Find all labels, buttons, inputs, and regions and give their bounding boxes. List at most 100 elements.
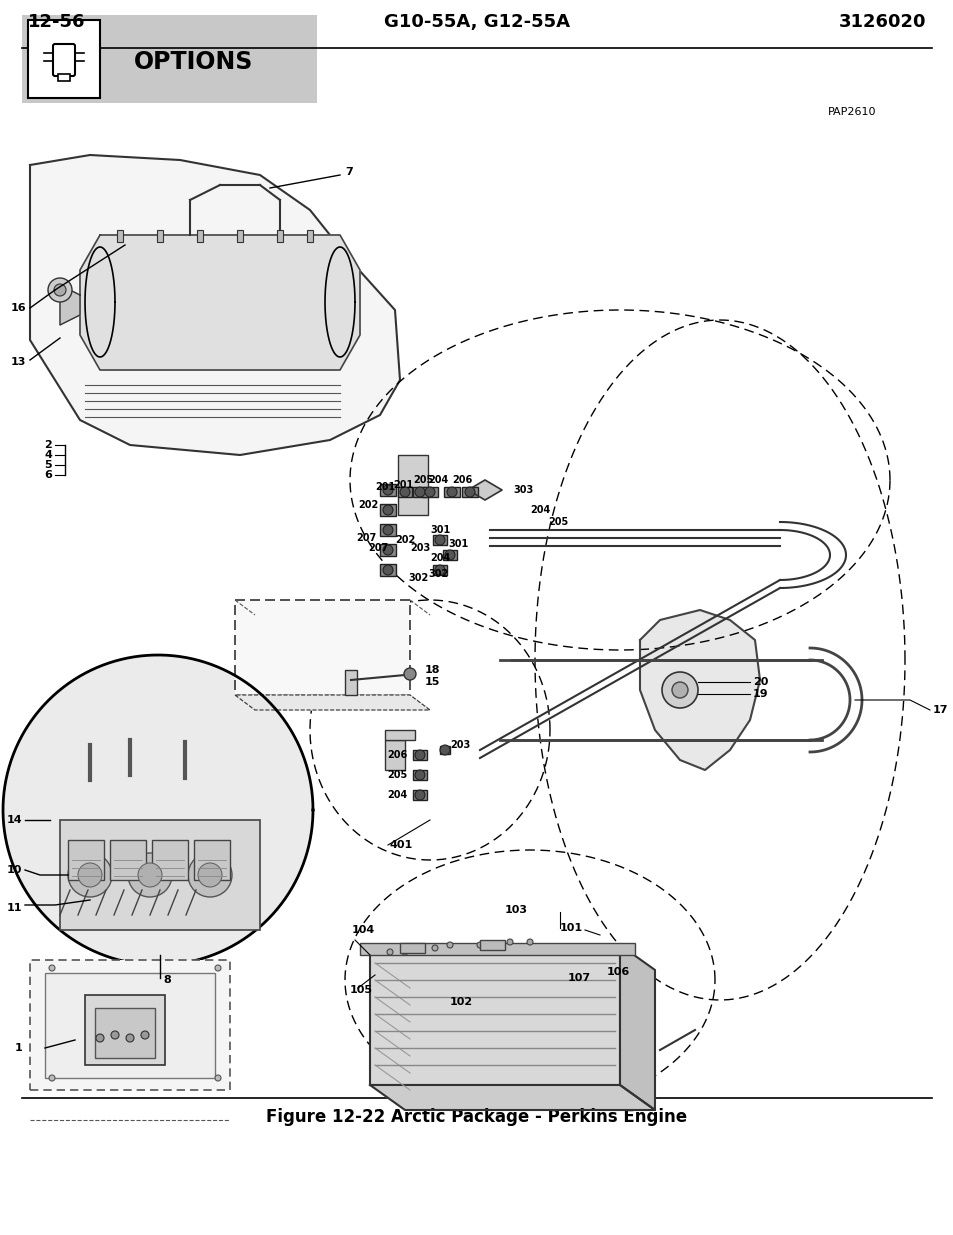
Polygon shape xyxy=(30,156,399,454)
Text: 303: 303 xyxy=(513,485,533,495)
Text: 203: 203 xyxy=(410,543,430,553)
Text: 204: 204 xyxy=(430,553,450,563)
Text: 101: 101 xyxy=(559,923,582,932)
Circle shape xyxy=(138,863,162,887)
Circle shape xyxy=(415,750,424,760)
Bar xyxy=(413,750,427,760)
Bar xyxy=(193,840,230,881)
Circle shape xyxy=(464,487,475,496)
Circle shape xyxy=(401,948,408,955)
Circle shape xyxy=(141,1031,149,1039)
Circle shape xyxy=(387,948,393,955)
Text: 15: 15 xyxy=(424,677,440,687)
Circle shape xyxy=(382,505,393,515)
Bar xyxy=(433,564,447,576)
Bar xyxy=(397,487,412,496)
Text: 201: 201 xyxy=(375,482,395,492)
Polygon shape xyxy=(80,235,359,370)
Circle shape xyxy=(447,942,453,948)
Circle shape xyxy=(198,863,222,887)
Circle shape xyxy=(415,487,424,496)
Bar xyxy=(442,550,456,559)
Bar xyxy=(397,454,428,515)
Text: 20: 20 xyxy=(752,677,767,687)
Text: 12-56: 12-56 xyxy=(28,14,86,31)
Circle shape xyxy=(49,965,55,971)
Bar xyxy=(95,1008,154,1058)
Circle shape xyxy=(415,769,424,781)
Bar xyxy=(28,20,100,98)
Bar xyxy=(385,730,415,740)
Text: 4: 4 xyxy=(44,450,52,459)
Bar xyxy=(68,840,104,881)
Circle shape xyxy=(48,278,71,303)
Circle shape xyxy=(3,655,313,965)
Text: OPTIONS: OPTIONS xyxy=(133,49,253,74)
Text: 204: 204 xyxy=(428,475,448,485)
Bar xyxy=(413,790,427,800)
Text: 207: 207 xyxy=(355,534,375,543)
Circle shape xyxy=(78,863,102,887)
Text: 204: 204 xyxy=(387,790,408,800)
Bar xyxy=(60,820,260,930)
Circle shape xyxy=(49,1074,55,1081)
Circle shape xyxy=(96,1034,104,1042)
Text: G10-55A, G12-55A: G10-55A, G12-55A xyxy=(384,14,569,31)
Text: 13: 13 xyxy=(10,357,26,367)
Text: 103: 103 xyxy=(504,905,527,915)
Circle shape xyxy=(661,672,698,708)
Bar xyxy=(413,487,427,496)
Text: 401: 401 xyxy=(390,840,413,850)
Bar xyxy=(58,74,70,82)
Circle shape xyxy=(214,965,221,971)
Circle shape xyxy=(128,853,172,897)
Bar xyxy=(461,487,477,496)
Circle shape xyxy=(382,564,393,576)
Text: 10: 10 xyxy=(7,864,22,876)
Bar xyxy=(443,487,459,496)
Circle shape xyxy=(435,535,444,545)
Bar xyxy=(359,944,635,955)
Text: 302: 302 xyxy=(408,573,428,583)
Circle shape xyxy=(435,564,444,576)
Text: 207: 207 xyxy=(368,543,388,553)
Text: 104: 104 xyxy=(352,925,375,935)
Circle shape xyxy=(432,945,437,951)
Circle shape xyxy=(399,487,410,496)
Bar xyxy=(110,840,146,881)
Bar xyxy=(385,740,405,769)
Text: 202: 202 xyxy=(357,500,377,510)
Circle shape xyxy=(68,853,112,897)
Text: 8: 8 xyxy=(163,974,171,986)
Text: 16: 16 xyxy=(10,303,26,312)
Bar xyxy=(379,484,395,496)
Text: 107: 107 xyxy=(567,973,591,983)
Polygon shape xyxy=(619,945,655,1110)
Text: 5: 5 xyxy=(45,459,52,471)
Bar xyxy=(276,230,283,242)
Polygon shape xyxy=(639,610,760,769)
Circle shape xyxy=(214,1074,221,1081)
Bar xyxy=(379,543,395,556)
Bar xyxy=(234,600,410,695)
Text: 301: 301 xyxy=(448,538,468,550)
Text: 205: 205 xyxy=(387,769,408,781)
Text: 201: 201 xyxy=(393,480,413,490)
Bar xyxy=(117,230,123,242)
Circle shape xyxy=(526,939,533,945)
Bar xyxy=(379,564,395,576)
Text: 14: 14 xyxy=(7,815,22,825)
Text: 204: 204 xyxy=(530,505,550,515)
Text: 11: 11 xyxy=(7,903,22,913)
Bar xyxy=(30,960,230,1091)
Bar xyxy=(152,840,188,881)
Text: 301: 301 xyxy=(430,525,450,535)
FancyBboxPatch shape xyxy=(53,44,75,77)
Bar xyxy=(22,15,316,103)
Text: 17: 17 xyxy=(932,705,947,715)
Circle shape xyxy=(188,853,232,897)
Bar xyxy=(157,230,163,242)
Circle shape xyxy=(415,790,424,800)
Text: 106: 106 xyxy=(606,967,630,977)
Circle shape xyxy=(444,550,455,559)
